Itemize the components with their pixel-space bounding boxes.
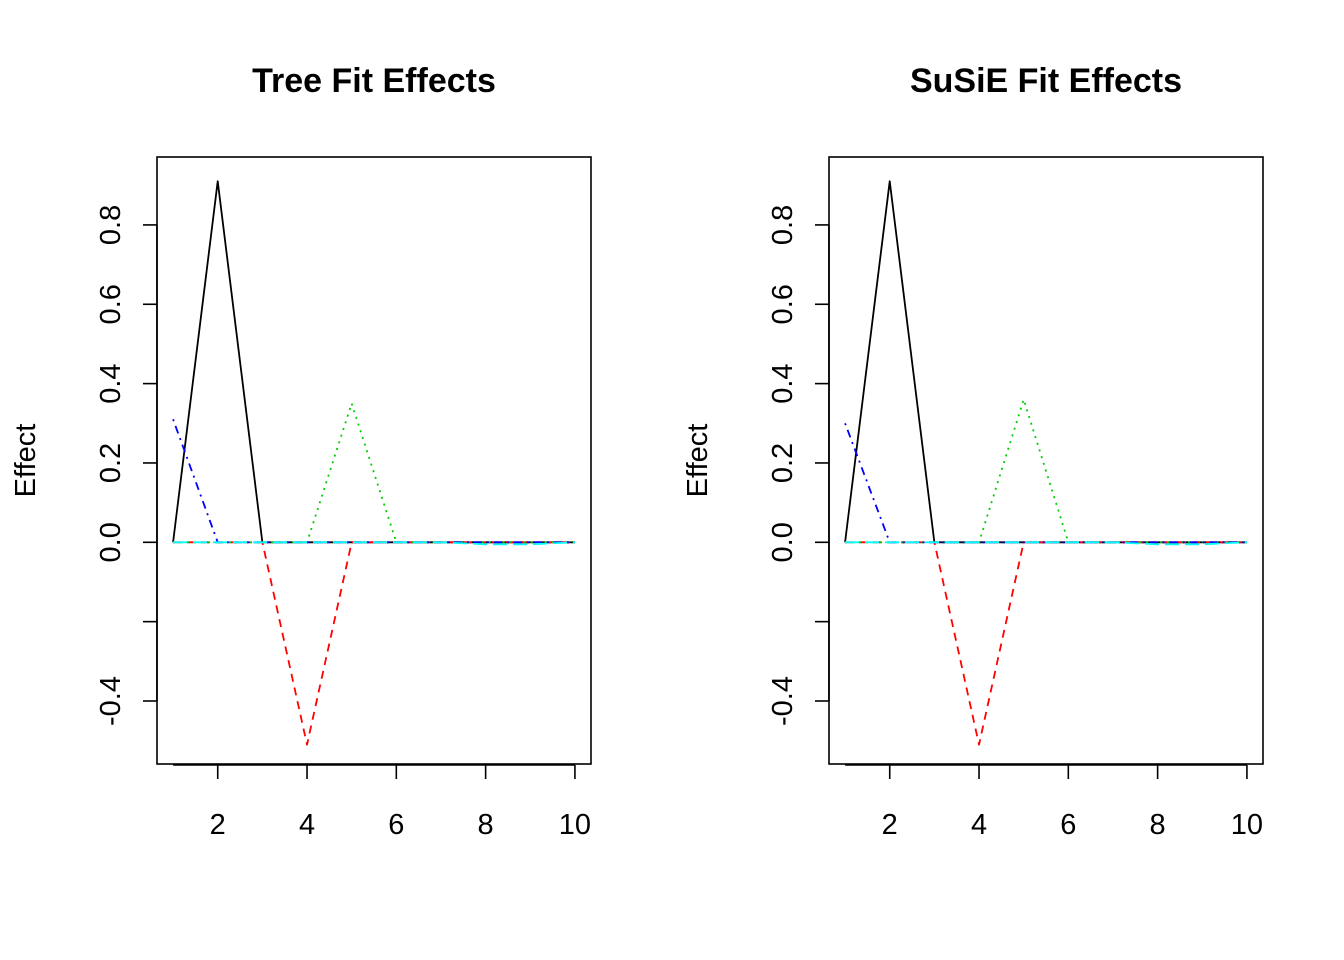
y-axis-label: Effect bbox=[682, 424, 714, 498]
x-tick-label: 10 bbox=[1231, 809, 1263, 841]
series-line-4 bbox=[844, 422, 1247, 544]
chart-panel-1: Tree Fit Effects Effect 2 4 6 8 10 -0.4 0.0 0.2 0.… bbox=[10, 62, 592, 841]
y-axis-label: Effect bbox=[10, 424, 42, 498]
chart-title: SuSiE Fit Effects bbox=[910, 62, 1182, 100]
y-tick-label: 0.8 bbox=[95, 205, 127, 245]
x-tick-label: 4 bbox=[299, 809, 315, 841]
y-tick-label: 0.6 bbox=[95, 284, 127, 324]
series-line-1 bbox=[172, 180, 575, 544]
series-line-5 bbox=[845, 541, 1247, 546]
x-tick-label: 8 bbox=[478, 809, 494, 841]
y-tick-label: -0.4 bbox=[95, 676, 127, 726]
series-line-2 bbox=[845, 541, 1247, 746]
chart-panel-2: SuSiE Fit Effects Effect 2 4 6 8 10 -0.4 0.0 0.2 0… bbox=[682, 62, 1264, 841]
series-line-1 bbox=[844, 180, 1247, 544]
y-tick-label: -0.4 bbox=[767, 676, 799, 726]
series-line-5 bbox=[173, 541, 575, 546]
y-tick-label: 0.4 bbox=[767, 363, 799, 403]
series-line-3 bbox=[845, 398, 1247, 544]
x-tick-label: 6 bbox=[388, 809, 404, 841]
y-tick-label: 0.8 bbox=[767, 205, 799, 245]
y-tick-label: 0.2 bbox=[95, 443, 127, 483]
x-tick-label: 10 bbox=[559, 809, 591, 841]
x-tick-label: 2 bbox=[210, 809, 226, 841]
x-tick-label: 6 bbox=[1060, 809, 1076, 841]
plot-frame bbox=[156, 156, 592, 765]
y-tick-label: 0.6 bbox=[767, 284, 799, 324]
series-line-3 bbox=[173, 402, 575, 544]
plot-frame bbox=[828, 156, 1264, 765]
x-tick-label: 4 bbox=[971, 809, 987, 841]
y-tick-label: 0.0 bbox=[95, 522, 127, 562]
y-tick-label: 0.0 bbox=[767, 522, 799, 562]
y-tick-label: 0.2 bbox=[767, 443, 799, 483]
series-line-4 bbox=[172, 419, 575, 544]
series-line-2 bbox=[173, 541, 575, 746]
x-tick-label: 8 bbox=[1150, 809, 1166, 841]
y-tick-label: 0.4 bbox=[95, 363, 127, 403]
chart-title: Tree Fit Effects bbox=[252, 62, 496, 100]
x-tick-label: 2 bbox=[882, 809, 898, 841]
